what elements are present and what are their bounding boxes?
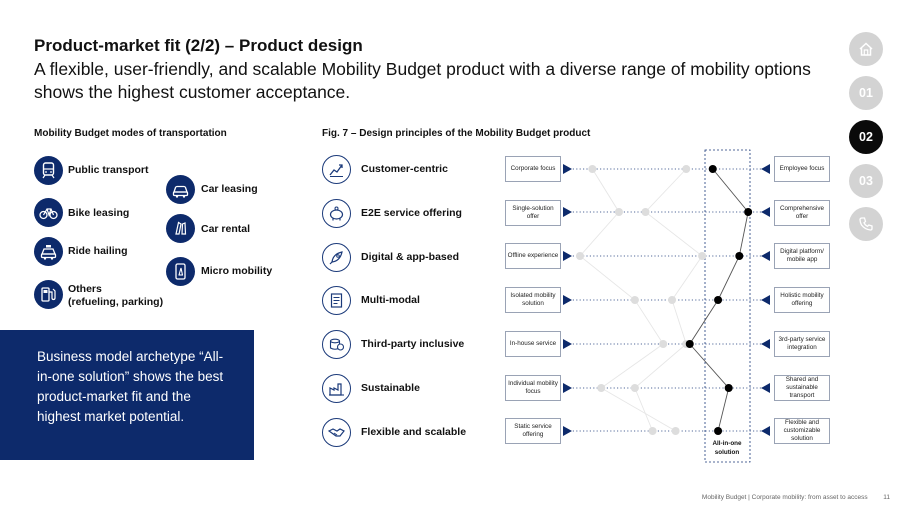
- right-pole-box: Comprehensive offer: [774, 200, 830, 226]
- left-pole-box: Offline experience: [505, 243, 561, 269]
- nav-section-02[interactable]: 02: [849, 120, 883, 154]
- piggy-bank-icon: [322, 199, 351, 228]
- nav-contact-button[interactable]: [849, 207, 883, 241]
- principle-label: Digital & app-based: [361, 251, 460, 263]
- all-in-one-label: All-in-one solution: [712, 440, 742, 456]
- right-arrow: [761, 251, 770, 261]
- factory-icon: [322, 374, 351, 403]
- page-subtitle: A flexible, user-friendly, and scalable …: [34, 59, 811, 102]
- comparison-profile-dot: [630, 384, 639, 392]
- taxi-icon: [34, 237, 63, 266]
- home-icon: [859, 42, 873, 56]
- nav-home-button[interactable]: [849, 32, 883, 66]
- coins-icon: [322, 330, 351, 359]
- principle-label: Third-party inclusive: [361, 338, 465, 350]
- right-arrow: [761, 383, 770, 393]
- chart-growth-icon: [322, 155, 351, 184]
- all-in-one-profile-dot: [744, 208, 753, 216]
- key-icon: [166, 214, 195, 243]
- figure-heading: Fig. 7 – Design principles of the Mobili…: [322, 128, 591, 139]
- fuel-icon: [34, 280, 63, 309]
- left-arrow: [563, 207, 572, 217]
- left-pole-box: Isolated mobility solution: [505, 287, 561, 313]
- right-arrow: [761, 164, 770, 174]
- right-pole-box: Flexible and customizable solution: [774, 418, 830, 444]
- page-title: Product-market fit (2/2) – Product desig…: [34, 36, 363, 55]
- comparison-profile-dot: [659, 340, 668, 348]
- footer: Mobility Budget | Corporate mobility: fr…: [702, 494, 890, 501]
- right-pole-box: Shared and sustainable transport: [774, 375, 830, 401]
- all-in-one-profile-dot: [708, 165, 717, 173]
- right-pole-box: Employee focus: [774, 156, 830, 182]
- callout-box: [0, 330, 254, 460]
- comparison-profile-dot: [630, 296, 639, 304]
- mode-label-others: Others (refueling, parking): [68, 283, 164, 308]
- comparison-profile-dot: [668, 296, 677, 304]
- principle-label: Multi-modal: [361, 294, 420, 306]
- comparison-profile-dot: [698, 252, 707, 260]
- comparison-profile-dot: [641, 208, 650, 216]
- comparison-profile-dot: [671, 427, 680, 435]
- right-arrow: [761, 339, 770, 349]
- left-arrow: [563, 339, 572, 349]
- nav-section-01[interactable]: 01: [849, 76, 883, 110]
- modes-heading: Mobility Budget modes of transportation: [34, 128, 227, 139]
- left-arrow: [563, 426, 572, 436]
- all-in-one-profile-dot: [735, 252, 744, 260]
- principle-label: Flexible and scalable: [361, 426, 467, 438]
- left-pole-box: Single-solution offer: [505, 200, 561, 226]
- all-in-one-profile-dot: [724, 384, 733, 392]
- all-in-one-profile-dot: [685, 340, 694, 348]
- comparison-profile-dot: [682, 165, 691, 173]
- right-pole-box: Digital platform/ mobile app: [774, 243, 830, 269]
- left-arrow: [563, 164, 572, 174]
- car-icon: [166, 175, 195, 204]
- left-pole-box: Static service offering: [505, 418, 561, 444]
- right-arrow: [761, 207, 770, 217]
- nav-section-03[interactable]: 03: [849, 164, 883, 198]
- left-pole-box: Corporate focus: [505, 156, 561, 182]
- comparison-profile-dot: [614, 208, 623, 216]
- document-icon: [322, 286, 351, 315]
- left-arrow: [563, 383, 572, 393]
- principle-label: Sustainable: [361, 382, 420, 394]
- mode-label-bike-leasing: Bike leasing: [68, 207, 130, 219]
- mode-label-public-transport: Public transport: [68, 164, 149, 176]
- handshake-icon: [322, 418, 351, 447]
- left-pole-box: In-house service: [505, 331, 561, 357]
- right-pole-box: 3rd-party service integration: [774, 331, 830, 357]
- phone-icon: [859, 217, 873, 231]
- train-icon: [34, 156, 63, 185]
- comparison-profile-dot: [576, 252, 584, 260]
- comparison-profile-dot: [597, 384, 606, 392]
- principle-label: Customer-centric: [361, 163, 448, 175]
- right-pole-box: Holistic mobility offering: [774, 287, 830, 313]
- all-in-one-profile-dot: [714, 296, 723, 304]
- left-arrow: [563, 295, 572, 305]
- all-in-one-highlight-frame: [704, 149, 751, 463]
- rocket-icon: [322, 243, 351, 272]
- principle-label: E2E service offering: [361, 207, 462, 219]
- footer-text: Mobility Budget | Corporate mobility: fr…: [701, 494, 868, 501]
- mode-label-micro-mobility: Micro mobility: [201, 265, 273, 277]
- mode-label-car-leasing: Car leasing: [201, 183, 258, 195]
- page-number: 11: [883, 494, 890, 501]
- mode-label-car-rental: Car rental: [201, 223, 251, 235]
- comparison-profile-dot: [648, 427, 657, 435]
- comparison-profile-dot: [588, 165, 597, 173]
- callout-text: Business model archetype “All-in-one sol…: [37, 349, 224, 424]
- bike-icon: [34, 198, 63, 227]
- left-pole-box: Individual mobility focus: [505, 375, 561, 401]
- mode-label-ride-hailing: Ride hailing: [68, 245, 128, 257]
- right-arrow: [761, 295, 770, 305]
- all-in-one-profile-dot: [714, 427, 723, 435]
- scooter-icon: [166, 257, 195, 286]
- right-arrow: [761, 426, 770, 436]
- left-arrow: [563, 251, 572, 261]
